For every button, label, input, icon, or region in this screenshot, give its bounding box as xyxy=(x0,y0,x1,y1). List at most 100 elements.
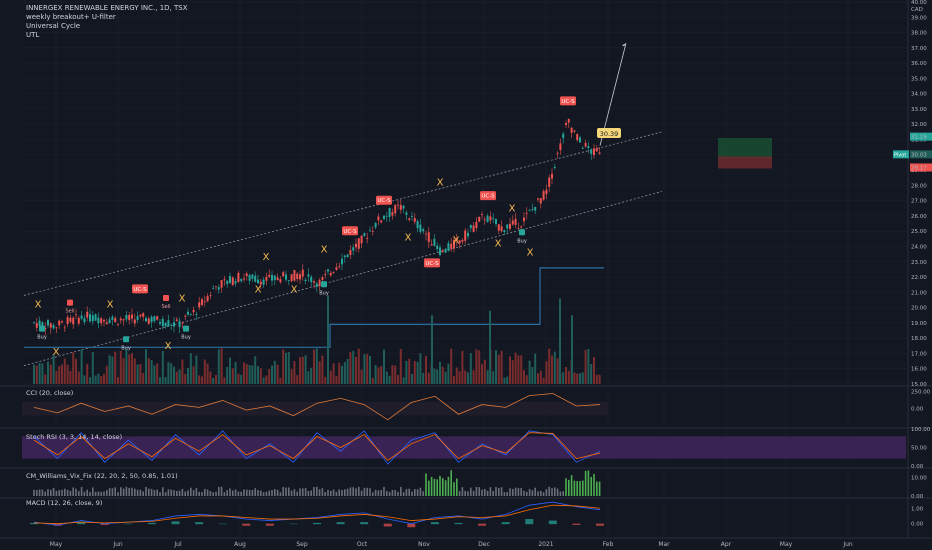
volume-bar xyxy=(167,361,170,384)
price-tick-label: 25.00 xyxy=(911,229,927,235)
candle-body xyxy=(478,216,481,222)
volume-bar xyxy=(327,295,329,384)
volume-bar xyxy=(388,375,391,384)
candle-body xyxy=(189,313,192,315)
vix-fix-bar xyxy=(582,480,584,496)
vix-fix-bar xyxy=(450,470,452,496)
price-tick-label: 39.00 xyxy=(911,15,927,21)
volume-bar xyxy=(394,365,397,384)
candle-body xyxy=(525,212,528,214)
x-tick-label: 2021 xyxy=(538,541,553,548)
macd-histogram-bar xyxy=(478,523,487,526)
volume-bar xyxy=(94,375,97,384)
candle-body xyxy=(52,325,55,329)
candle-body xyxy=(408,218,411,220)
volume-bar xyxy=(125,348,128,384)
vix-fix-bar xyxy=(321,488,324,496)
volume-bar xyxy=(175,371,178,384)
macd-histogram-bar xyxy=(596,523,604,526)
vix-fix-bar xyxy=(523,490,525,496)
x-tick-label: Feb xyxy=(603,541,614,548)
vix-fix-bar xyxy=(349,487,352,496)
stoch-rsi-label: Stoch RSI (3, 3, 14, 14, close) xyxy=(26,433,123,441)
vix-fix-bar xyxy=(274,489,276,496)
volume-bar xyxy=(209,371,212,384)
candle-body xyxy=(497,224,500,231)
signal-x-marker: X xyxy=(453,235,460,246)
price-tick-label: 20.00 xyxy=(911,306,927,312)
vix-fix-bar xyxy=(425,473,427,496)
indicator-2: Universal Cycle xyxy=(26,22,81,30)
vix-fix-bar xyxy=(212,492,214,496)
volume-bar xyxy=(511,360,514,384)
macd-histogram-bar xyxy=(218,523,227,525)
candle-body xyxy=(360,235,363,244)
volume-bar xyxy=(478,350,481,384)
candle-body xyxy=(433,238,436,246)
volume-bar xyxy=(69,370,72,384)
price-tick-label: 28.00 xyxy=(911,183,927,189)
vix-fix-bar xyxy=(453,482,455,496)
volume-bar xyxy=(458,371,461,384)
volume-bar xyxy=(97,373,100,384)
candle-body xyxy=(212,287,215,289)
candle-body xyxy=(173,322,175,327)
vix-fix-bar xyxy=(310,490,312,496)
candle-body xyxy=(119,318,122,321)
candle-body xyxy=(38,320,41,326)
candle-body xyxy=(257,279,259,284)
candle-body xyxy=(243,278,245,280)
volume-bar xyxy=(198,375,201,384)
candle-body xyxy=(223,279,226,281)
vix-fix-bar xyxy=(106,490,108,496)
vix-fix-bar xyxy=(248,489,251,496)
candle-body xyxy=(579,137,581,143)
stoch-tick-label: 100.00 xyxy=(911,427,931,433)
volume-bar xyxy=(273,360,276,384)
volume-bar xyxy=(343,362,346,384)
volume-bar xyxy=(63,358,66,384)
volume-bar xyxy=(220,348,223,384)
vix-fix-bar xyxy=(240,491,242,496)
candle-body xyxy=(422,229,425,232)
projection-arrow-head xyxy=(622,43,626,47)
candle-body xyxy=(539,198,542,204)
volume-bar xyxy=(86,363,89,384)
candle-body xyxy=(329,272,332,276)
candle-body xyxy=(450,243,453,249)
candle-body xyxy=(598,152,601,154)
vix-fix-bar xyxy=(506,492,508,496)
vix-fix-bar xyxy=(254,488,256,496)
volume-bar xyxy=(562,372,565,384)
x-tick-label: Aug xyxy=(234,541,246,548)
candle-body xyxy=(542,191,545,200)
buy-marker-box xyxy=(183,325,189,332)
signal-x-marker: X xyxy=(291,284,298,295)
volume-bar xyxy=(184,374,187,384)
channel-upper-line xyxy=(23,131,663,296)
candle-body xyxy=(75,314,77,316)
candle-body xyxy=(89,314,91,322)
vix-fix-bar xyxy=(416,489,419,496)
vix-fix-bar xyxy=(573,480,576,496)
candle-body xyxy=(385,215,388,217)
vix-fix-bar xyxy=(142,491,144,496)
vix-fix-bar xyxy=(341,490,343,496)
volume-bar xyxy=(464,370,467,384)
candle-body xyxy=(276,277,279,281)
vix-fix-bar xyxy=(380,490,382,496)
vix-fix-bar xyxy=(576,481,578,496)
volume-bar xyxy=(593,357,595,384)
x-tick-label: Jul xyxy=(173,541,182,548)
candle-body xyxy=(231,277,234,285)
vix-fix-bar xyxy=(173,490,175,496)
candle-body xyxy=(290,274,293,282)
ucs-marker-box xyxy=(424,258,440,268)
vix-fix-bar xyxy=(111,488,114,496)
candle-body xyxy=(33,322,35,324)
candle-body xyxy=(346,254,349,258)
callout-price: 30.39 xyxy=(600,130,619,138)
vix-fix-bar xyxy=(265,491,268,496)
signal-x-marker: X xyxy=(165,341,172,352)
